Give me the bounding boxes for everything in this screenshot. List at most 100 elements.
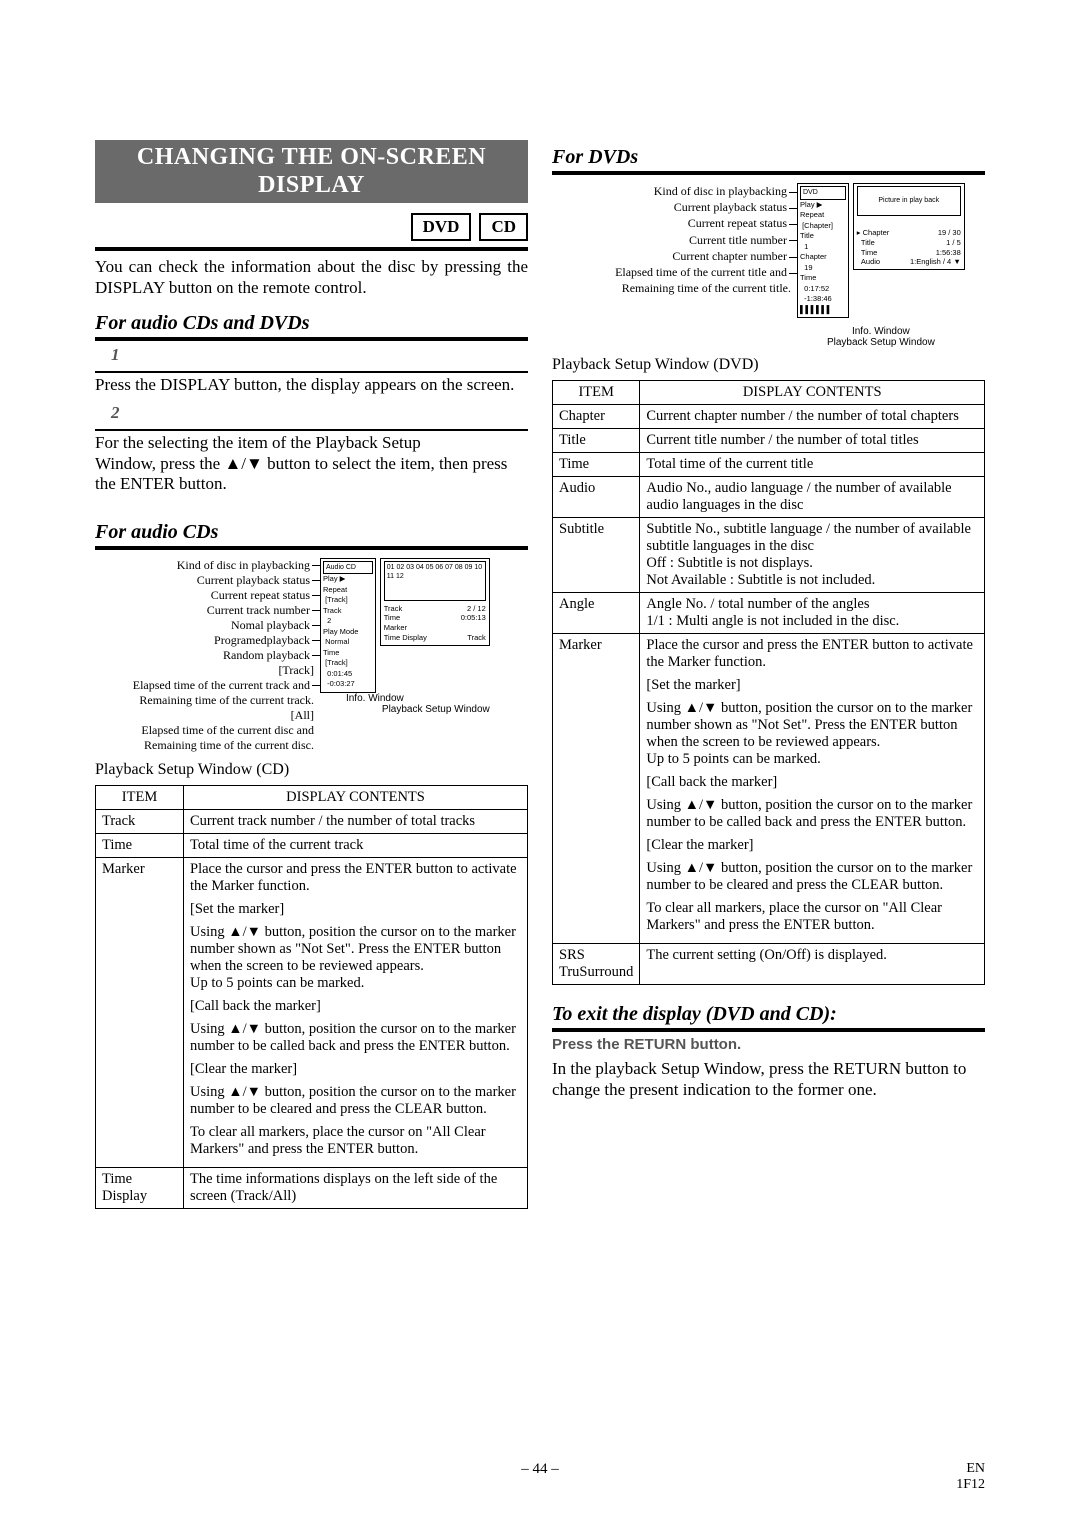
- step-2a: For the selecting the item of the Playba…: [95, 433, 421, 452]
- sec-dvds: For DVDs: [552, 146, 985, 175]
- badge-cd: CD: [479, 213, 528, 241]
- dvd-time-desc: Total time of the current title: [640, 453, 985, 477]
- sec-audio-cds: For audio CDs: [95, 521, 528, 550]
- dvd-sub-desc: Subtitle No., subtitle language / the nu…: [640, 518, 985, 593]
- title-banner: CHANGING THE ON-SCREEN DISPLAY: [95, 140, 528, 203]
- rule: [95, 371, 528, 373]
- dvd-audio-desc: Audio No., audio language / the number o…: [640, 477, 985, 518]
- v: Track: [323, 606, 341, 615]
- v: 11 12: [387, 573, 404, 580]
- cd-label: Remaining time of the current disc.: [144, 738, 314, 752]
- info-window-label: Info. Window: [852, 326, 910, 337]
- dvd-label: Kind of disc in playbacking: [654, 184, 787, 198]
- v: Play ▶: [800, 200, 822, 209]
- cd-label: Current playback status: [197, 573, 310, 587]
- m-text: Using ▲/▼ button, position the cursor on…: [646, 700, 978, 768]
- v: Repeat: [800, 210, 824, 219]
- v: Time: [323, 648, 339, 657]
- cd-label: [All]: [291, 708, 314, 722]
- v: 2 / 12: [467, 604, 486, 614]
- dvd-audio-item: Audio: [553, 477, 640, 518]
- dvd-setup-table: ITEM DISPLAY CONTENTS Chapter Current ch…: [552, 380, 985, 985]
- dvd-sub-item: Subtitle: [553, 518, 640, 593]
- v: Time Display: [384, 633, 427, 643]
- m-head: [Call back the marker]: [646, 774, 978, 791]
- v: [Track]: [325, 595, 348, 604]
- cd-time-item: Time: [96, 833, 184, 857]
- v: [Chapter]: [802, 221, 833, 230]
- dvd-chapter-item: Chapter: [553, 405, 640, 429]
- playback-setup-label: Playback Setup Window: [382, 704, 490, 715]
- v: Repeat: [323, 585, 347, 594]
- cd-label: Nomal playback: [231, 618, 310, 632]
- sec-cds-dvds: For audio CDs and DVDs: [95, 312, 528, 341]
- dvd-label: Current chapter number: [672, 249, 787, 263]
- m-text: Place the cursor and press the ENTER but…: [190, 861, 521, 895]
- m-text: Using ▲/▼ button, position the cursor on…: [646, 860, 978, 894]
- v: Track: [384, 604, 402, 614]
- v: Chapter: [863, 228, 890, 237]
- v: Time: [861, 248, 877, 257]
- intro-text: You can check the information about the …: [95, 257, 528, 298]
- dvd-srs-desc: The current setting (On/Off) is displaye…: [640, 944, 985, 985]
- cd-label: Kind of disc in playbacking: [177, 558, 310, 572]
- v: [Track]: [325, 658, 348, 667]
- cd-label: Random playback: [223, 648, 310, 662]
- dvd-title-item: Title: [553, 429, 640, 453]
- m-text: To clear all markers, place the cursor o…: [646, 900, 978, 934]
- rule: [95, 429, 528, 431]
- cd-label: Current track number: [207, 603, 310, 617]
- cd-label: Elapsed time of the current track and: [133, 678, 310, 692]
- v: 01 02 03 04 05 06 07 08 09 10: [387, 564, 482, 571]
- footer: – 44 – EN 1F12: [95, 1461, 985, 1478]
- v: 0:05:13: [461, 613, 486, 623]
- page: CHANGING THE ON-SCREEN DISPLAY DVD CD Yo…: [95, 140, 985, 1209]
- v: Time: [800, 273, 816, 282]
- v: ▌▌▌▌▌▌: [800, 305, 832, 314]
- step-2b: Window, press the ▲/▼ button to select t…: [95, 454, 507, 493]
- cd-diagram: Kind of disc in playbacking Current play…: [95, 558, 528, 753]
- v: Audio CD: [326, 564, 356, 571]
- cd-caption: Playback Setup Window (CD): [95, 761, 528, 779]
- dvd-marker-item: Marker: [553, 634, 640, 944]
- cd-label: [Track]: [278, 663, 314, 677]
- dvd-label: Current title number: [689, 233, 787, 247]
- v: Track: [467, 633, 485, 643]
- v: Play Mode: [323, 627, 358, 636]
- exit-body: In the playback Setup Window, press the …: [552, 1059, 985, 1100]
- m-text: To clear all markers, place the cursor o…: [190, 1124, 521, 1158]
- cd-track-item: Track: [96, 809, 184, 833]
- dvd-label: Current repeat status: [688, 216, 787, 230]
- v: 1 / 5: [946, 238, 961, 248]
- cd-time-desc: Total time of the current track: [184, 833, 528, 857]
- v: 0:17:52: [804, 284, 829, 293]
- dvd-info-box: DVD Play ▶ Repeat [Chapter] Title 1 Chap…: [797, 183, 849, 318]
- th-disp: DISPLAY CONTENTS: [640, 381, 985, 405]
- v: 19: [804, 263, 812, 272]
- m-text: Using ▲/▼ button, position the cursor on…: [190, 924, 521, 992]
- v: Play ▶: [323, 574, 345, 583]
- dvd-angle-item: Angle: [553, 593, 640, 634]
- m-text: Place the cursor and press the ENTER but…: [646, 637, 978, 671]
- v: Audio: [861, 257, 880, 266]
- v: 1:English / 4 ▼: [910, 257, 961, 267]
- m-head: [Set the marker]: [646, 677, 978, 694]
- dvd-diagram: Kind of disc in playbacking Current play…: [552, 183, 985, 348]
- footer-code: 1F12: [956, 1477, 985, 1492]
- m-head: [Call back the marker]: [190, 998, 521, 1015]
- m-text: Using ▲/▼ button, position the cursor on…: [190, 1084, 521, 1118]
- m-text: Using ▲/▼ button, position the cursor on…: [190, 1021, 521, 1055]
- dvd-caption: Playback Setup Window (DVD): [552, 356, 985, 374]
- banner-line2: DISPLAY: [258, 172, 365, 198]
- cd-info-box: Audio CD Play ▶ Repeat [Track] Track 2 P…: [320, 558, 376, 693]
- page-number: – 44 –: [95, 1461, 985, 1478]
- v: 2: [327, 616, 331, 625]
- badges: DVD CD: [95, 213, 528, 241]
- cd-td-item: Time Display: [96, 1167, 184, 1208]
- v: Picture in play back: [878, 197, 939, 204]
- v: Time: [384, 613, 400, 623]
- dvd-setup-box: Picture in play back ▸ Chapter19 / 30 Ti…: [853, 183, 965, 270]
- dvd-diagram-labels: Kind of disc in playbacking Current play…: [552, 183, 797, 348]
- th-disp: DISPLAY CONTENTS: [184, 785, 528, 809]
- cd-diagram-labels: Kind of disc in playbacking Current play…: [95, 558, 320, 753]
